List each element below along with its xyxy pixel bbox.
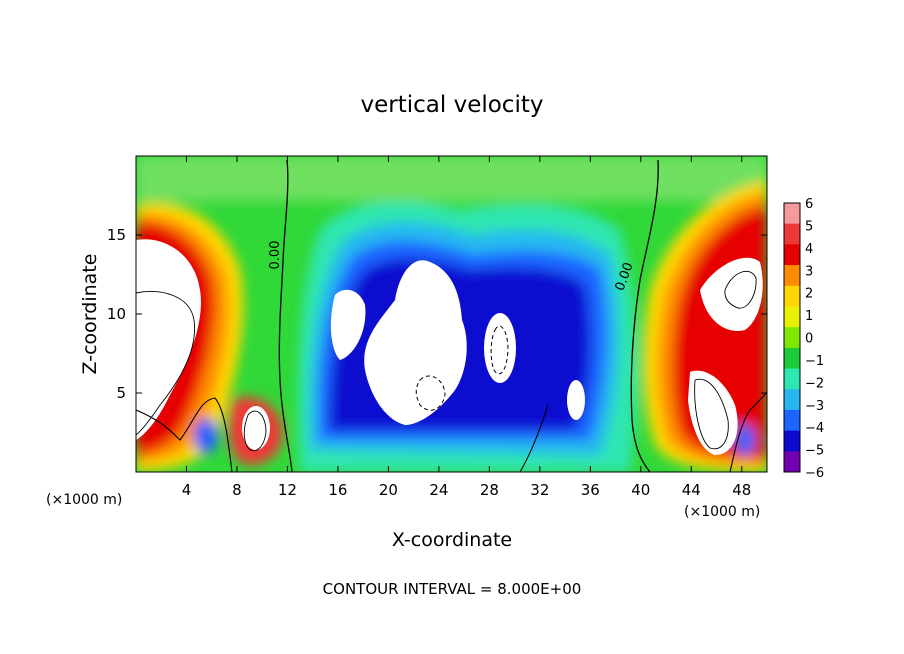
y-tick-label: 10: [107, 305, 126, 323]
colorbar-label: 2: [805, 287, 813, 302]
y-tick-label: 15: [107, 226, 126, 244]
colorbar-label: 3: [805, 264, 813, 279]
x-tick-label: 8: [232, 481, 242, 499]
colorbar-label: 1: [805, 309, 813, 324]
colorbar-swatch: [784, 347, 800, 370]
colorbar-label: −4: [805, 421, 824, 436]
colorbar-frame: [783, 202, 801, 473]
x-tick-label: 36: [581, 481, 600, 499]
colorbar-label: 4: [805, 242, 813, 257]
y-axis-label: Z-coordinate: [79, 254, 101, 375]
colorbar-swatch: [784, 244, 800, 266]
x-tick-label: 44: [682, 481, 701, 499]
x-tick-label: 16: [328, 481, 347, 499]
colorbar-label: 6: [805, 197, 813, 212]
x-axis: 4 8 12 16 20 24 28 32 36 40 44 48: [182, 156, 751, 499]
colorbar-swatch: [784, 223, 800, 245]
x-unit-right: (×1000 m): [684, 504, 760, 520]
colorbar-swatch: [784, 368, 800, 390]
colorbar: 6 5 4 3 2 1 0 −1 −2 −3 −4 −5 −6: [783, 197, 824, 481]
colorbar-swatch: [784, 451, 800, 473]
chart-title: vertical velocity: [361, 92, 544, 118]
contour-label: 0.00: [268, 241, 283, 270]
colorbar-label: 5: [805, 219, 813, 234]
x-tick-label: 24: [429, 481, 448, 499]
colorbar-swatch: [784, 409, 800, 432]
colorbar-label: −3: [805, 399, 824, 414]
colorbar-label: 0: [805, 332, 813, 347]
colorbar-swatch: [784, 265, 800, 287]
plot-field: [136, 156, 767, 472]
colorbar-label: −6: [805, 466, 824, 481]
colorbar-swatch: [784, 203, 800, 225]
y-tick-label: 5: [116, 384, 126, 402]
colorbar-swatch: [784, 327, 800, 349]
x-tick-label: 40: [631, 481, 650, 499]
x-tick-label: 32: [530, 481, 549, 499]
colorbar-swatch: [784, 389, 800, 411]
x-tick-label: 28: [480, 481, 499, 499]
colorbar-label: −2: [805, 376, 824, 391]
x-axis-label: X-coordinate: [392, 529, 512, 551]
y-axis: 5 10 15: [107, 226, 767, 402]
x-tick-label: 4: [182, 481, 192, 499]
colorbar-label: −1: [805, 354, 824, 369]
x-tick-label: 48: [732, 481, 751, 499]
contour-interval-note: CONTOUR INTERVAL = 8.000E+00: [323, 580, 582, 598]
x-tick-label: 20: [379, 481, 398, 499]
colorbar-swatch: [784, 306, 800, 328]
colorbar-swatch: [784, 285, 800, 307]
colorbar-label: −5: [805, 444, 824, 459]
x-tick-label: 12: [278, 481, 297, 499]
x-unit-left: (×1000 m): [46, 492, 122, 508]
colorbar-swatch: [784, 430, 800, 452]
